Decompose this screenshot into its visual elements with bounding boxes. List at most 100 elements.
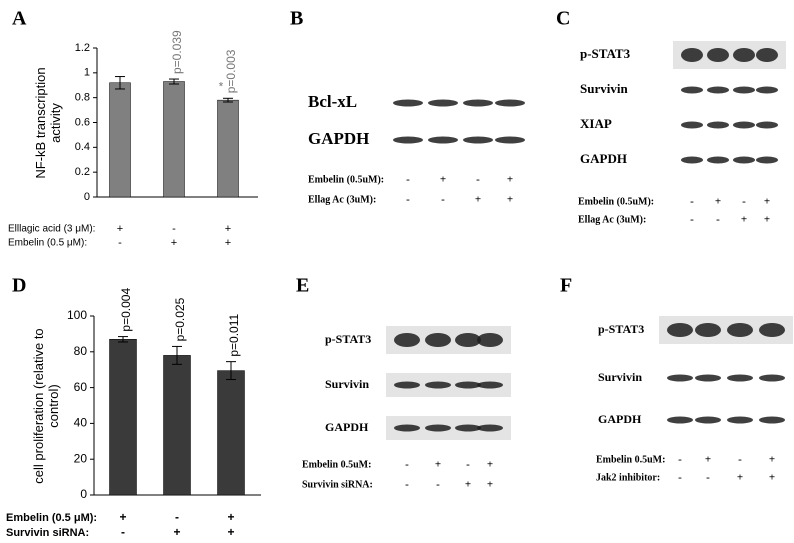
- blot-band: [477, 381, 503, 389]
- condition-label: Embelin (0.5uM):: [308, 174, 384, 185]
- blot-band: [667, 323, 693, 337]
- condition-sign: +: [173, 525, 180, 539]
- blot-band: [727, 416, 753, 424]
- y-tick-label: 0.6: [75, 116, 90, 128]
- p-value: p=0.004: [119, 288, 133, 332]
- blot-band: [727, 323, 753, 337]
- condition-sign: +: [227, 510, 234, 524]
- error-bar: [223, 97, 233, 103]
- blot-band: [756, 121, 778, 129]
- condition-sign: +: [171, 237, 177, 249]
- blot-band: [495, 99, 525, 107]
- blot-band: [681, 86, 703, 94]
- condition-sign: -: [690, 196, 694, 208]
- y-tick-label: 60: [74, 380, 88, 394]
- blot-band: [455, 333, 481, 347]
- panel-letter: C: [556, 8, 570, 30]
- blot-band: [707, 156, 729, 164]
- condition-sign: +: [705, 454, 711, 466]
- bar: [163, 355, 191, 496]
- blot-band: [394, 381, 420, 389]
- blot-row-label: Survivin: [580, 81, 628, 96]
- error-bar: [226, 361, 236, 381]
- bar: [109, 82, 131, 198]
- significance-marker: *: [219, 79, 224, 93]
- bar: [217, 99, 239, 198]
- condition-sign: +: [764, 196, 770, 208]
- condition-label: Survivin siRNA:: [6, 527, 89, 539]
- condition-sign: -: [738, 454, 742, 466]
- error-bar: [118, 336, 128, 343]
- condition-sign: +: [440, 174, 446, 186]
- blot-band: [455, 424, 481, 432]
- blot-band: [428, 99, 458, 107]
- condition-label: Embelin (0.5 μM):: [6, 512, 97, 524]
- panel-letter: F: [560, 275, 572, 297]
- condition-sign: +: [737, 472, 743, 484]
- p-value: p=0.039: [170, 30, 184, 74]
- y-axis-label: cell proliferation (relative to control): [31, 327, 61, 484]
- panel-letter: E: [296, 275, 309, 297]
- condition-sign: +: [487, 479, 493, 491]
- blot-band: [667, 374, 693, 382]
- blot-row-label: Survivin: [325, 377, 369, 391]
- error-bar: [169, 78, 179, 85]
- panel-letter: D: [12, 275, 26, 297]
- blot-band: [733, 121, 755, 129]
- blot-band: [727, 374, 753, 382]
- blot-band: [393, 99, 423, 107]
- blot-row-label: GAPDH: [598, 412, 642, 426]
- condition-sign: +: [225, 237, 231, 249]
- bar: [163, 81, 185, 198]
- blot-row-label: p-STAT3: [598, 322, 644, 336]
- condition-sign: +: [769, 472, 775, 484]
- y-tick-label: 80: [74, 344, 88, 358]
- y-tick-label: 100: [67, 308, 87, 322]
- condition-sign: -: [678, 454, 682, 466]
- blot-row-label: XIAP: [580, 116, 612, 131]
- blot-band: [681, 48, 703, 62]
- condition-sign: -: [678, 472, 682, 484]
- y-tick-label: 0: [80, 487, 87, 501]
- condition-sign: -: [436, 479, 440, 491]
- condition-sign: +: [741, 214, 747, 226]
- blot-row-label: GAPDH: [580, 151, 627, 166]
- condition-sign: +: [119, 510, 126, 524]
- p-value: p=0.011: [227, 313, 241, 356]
- blot-band: [695, 374, 721, 382]
- condition-sign: -: [406, 174, 410, 186]
- condition-sign: +: [769, 454, 775, 466]
- condition-sign: +: [117, 223, 123, 235]
- blot-band: [733, 156, 755, 164]
- condition-sign: +: [507, 194, 513, 206]
- blot-band: [681, 156, 703, 164]
- blot-band: [756, 48, 778, 62]
- blot-band: [477, 424, 503, 432]
- blot-band: [463, 99, 493, 107]
- condition-label: Embelin (0.5 μM):: [8, 238, 87, 249]
- condition-sign: -: [466, 459, 470, 471]
- blot-band: [733, 48, 755, 62]
- condition-sign: +: [475, 194, 481, 206]
- blot-row-label: GAPDH: [325, 420, 369, 434]
- condition-sign: -: [690, 214, 694, 226]
- condition-sign: +: [465, 479, 471, 491]
- condition-sign: +: [764, 214, 770, 226]
- y-tick-label: 20: [74, 451, 88, 465]
- blot-band: [707, 121, 729, 129]
- blot-band: [477, 333, 503, 347]
- blot-band: [667, 416, 693, 424]
- p-value: p=0.003: [224, 49, 238, 93]
- blot-band: [759, 323, 785, 337]
- blot-band: [425, 333, 451, 347]
- condition-label: Jak2 inhibitor:: [596, 472, 660, 483]
- blot-row-label: p-STAT3: [325, 332, 371, 346]
- blot-band: [428, 136, 458, 144]
- y-tick-label: 0: [84, 191, 90, 203]
- blot-band: [455, 381, 481, 389]
- condition-label: Embelin (0.5uM):: [578, 196, 654, 207]
- condition-label: Elllagic acid (3 μM):: [8, 224, 95, 235]
- blot-band: [759, 416, 785, 424]
